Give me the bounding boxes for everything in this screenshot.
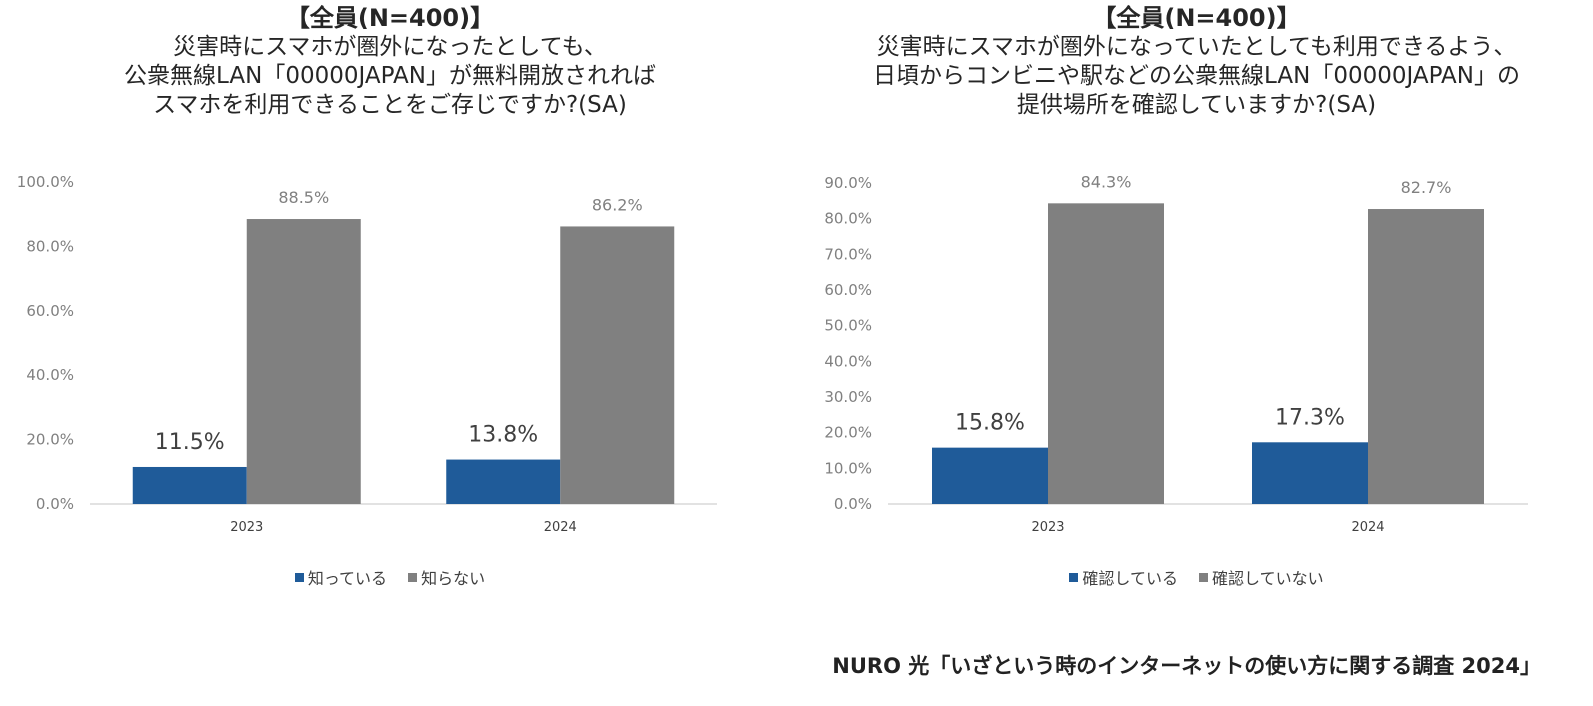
bar <box>932 447 1048 504</box>
legend-swatch <box>1199 572 1209 582</box>
chart-title-line: 【全員(N=400)】 <box>285 4 495 32</box>
legend-label: 知っている <box>307 569 388 588</box>
legend-item: 確認していない <box>1199 565 1324 589</box>
legend-item: 知らない <box>408 565 485 589</box>
y-tick-label: 10.0% <box>824 459 872 477</box>
bar <box>560 226 675 504</box>
y-tick-label: 100.0% <box>17 173 74 191</box>
legend-swatch <box>408 572 418 582</box>
chart-title-line: 災害時にスマホが圏外になっていたとしても利用できるよう、 <box>876 34 1517 60</box>
legend-label: 確認している <box>1082 569 1178 588</box>
chart-title-line: 提供場所を確認していますか?(SA) <box>1016 92 1377 118</box>
data-label: 88.5% <box>278 188 329 207</box>
y-tick-label: 60.0% <box>824 281 872 299</box>
data-label: 86.2% <box>592 195 643 214</box>
y-tick-label: 80.0% <box>26 237 74 255</box>
chart-plot: 0.0% 10.0% 20.0% 30.0% 40.0% 50.0% 60.0% 70.0% 8… <box>824 172 1528 535</box>
chart-legend: 知っている 知らない <box>0 565 780 589</box>
chart-legend: 確認している 確認していない <box>800 565 1593 589</box>
x-tick-label: 2023 <box>230 520 263 535</box>
data-label: 82.7% <box>1401 178 1452 197</box>
bar <box>132 466 247 504</box>
chart-plot: 0.0% 20.0% 40.0% 60.0% 80.0% 100.0% 11.5% 88.5%… <box>17 173 717 535</box>
bar <box>1048 203 1164 504</box>
data-label: 15.8% <box>955 411 1025 436</box>
legend-swatch <box>294 572 304 582</box>
legend-label: 確認していない <box>1212 569 1324 588</box>
data-label: 17.3% <box>1275 405 1345 430</box>
x-tick-label: 2023 <box>1031 520 1064 535</box>
chart-right: 【全員(N=400)】 災害時にスマホが圏外になっていたとしても利用できるよう、… <box>800 0 1593 640</box>
chart-left: 【全員(N=400)】 災害時にスマホが圏外になったとしても、 公衆無線LAN「… <box>0 0 780 640</box>
legend-item: 確認している <box>1069 565 1178 589</box>
bar <box>1252 442 1368 504</box>
legend-item: 知っている <box>294 565 388 589</box>
bar <box>246 219 361 504</box>
y-tick-label: 40.0% <box>26 366 74 384</box>
y-tick-label: 80.0% <box>824 210 872 228</box>
y-tick-label: 20.0% <box>824 424 872 442</box>
data-label: 13.8% <box>468 423 538 448</box>
chart-title-line: スマホを利用できることをご存じですか?(SA) <box>153 92 627 118</box>
y-tick-label: 20.0% <box>26 431 74 449</box>
y-tick-label: 40.0% <box>824 352 872 370</box>
y-tick-label: 60.0% <box>26 302 74 320</box>
x-tick-label: 2024 <box>1351 520 1384 535</box>
chart-title: 【全員(N=400)】 災害時にスマホが圏外になっていたとしても利用できるよう、… <box>800 4 1593 120</box>
y-tick-label: 50.0% <box>824 317 872 335</box>
bar <box>1368 209 1484 504</box>
y-tick-label: 30.0% <box>824 388 872 406</box>
legend-swatch <box>1069 572 1079 582</box>
data-label: 84.3% <box>1081 172 1132 191</box>
chart-title-line: 【全員(N=400)】 <box>1092 4 1301 32</box>
bar <box>446 459 561 504</box>
chart-title-line: 公衆無線LAN「00000JAPAN」が無料開放されれば <box>124 63 656 89</box>
y-tick-label: 0.0% <box>834 495 872 513</box>
data-label: 11.5% <box>155 430 225 455</box>
x-tick-label: 2024 <box>544 520 577 535</box>
chart-title-line: 日頃からコンビニや駅などの公衆無線LAN「00000JAPAN」の <box>873 63 1520 89</box>
y-tick-label: 0.0% <box>36 495 74 513</box>
legend-label: 知らない <box>421 569 486 588</box>
y-tick-label: 70.0% <box>824 245 872 263</box>
source-note: NURO 光「いざという時のインターネットの使い方に関する調査 2024」 <box>832 654 1541 678</box>
chart-title-line: 災害時にスマホが圏外になったとしても、 <box>173 34 607 60</box>
y-tick-label: 90.0% <box>824 174 872 192</box>
chart-title: 【全員(N=400)】 災害時にスマホが圏外になったとしても、 公衆無線LAN「… <box>0 4 780 120</box>
